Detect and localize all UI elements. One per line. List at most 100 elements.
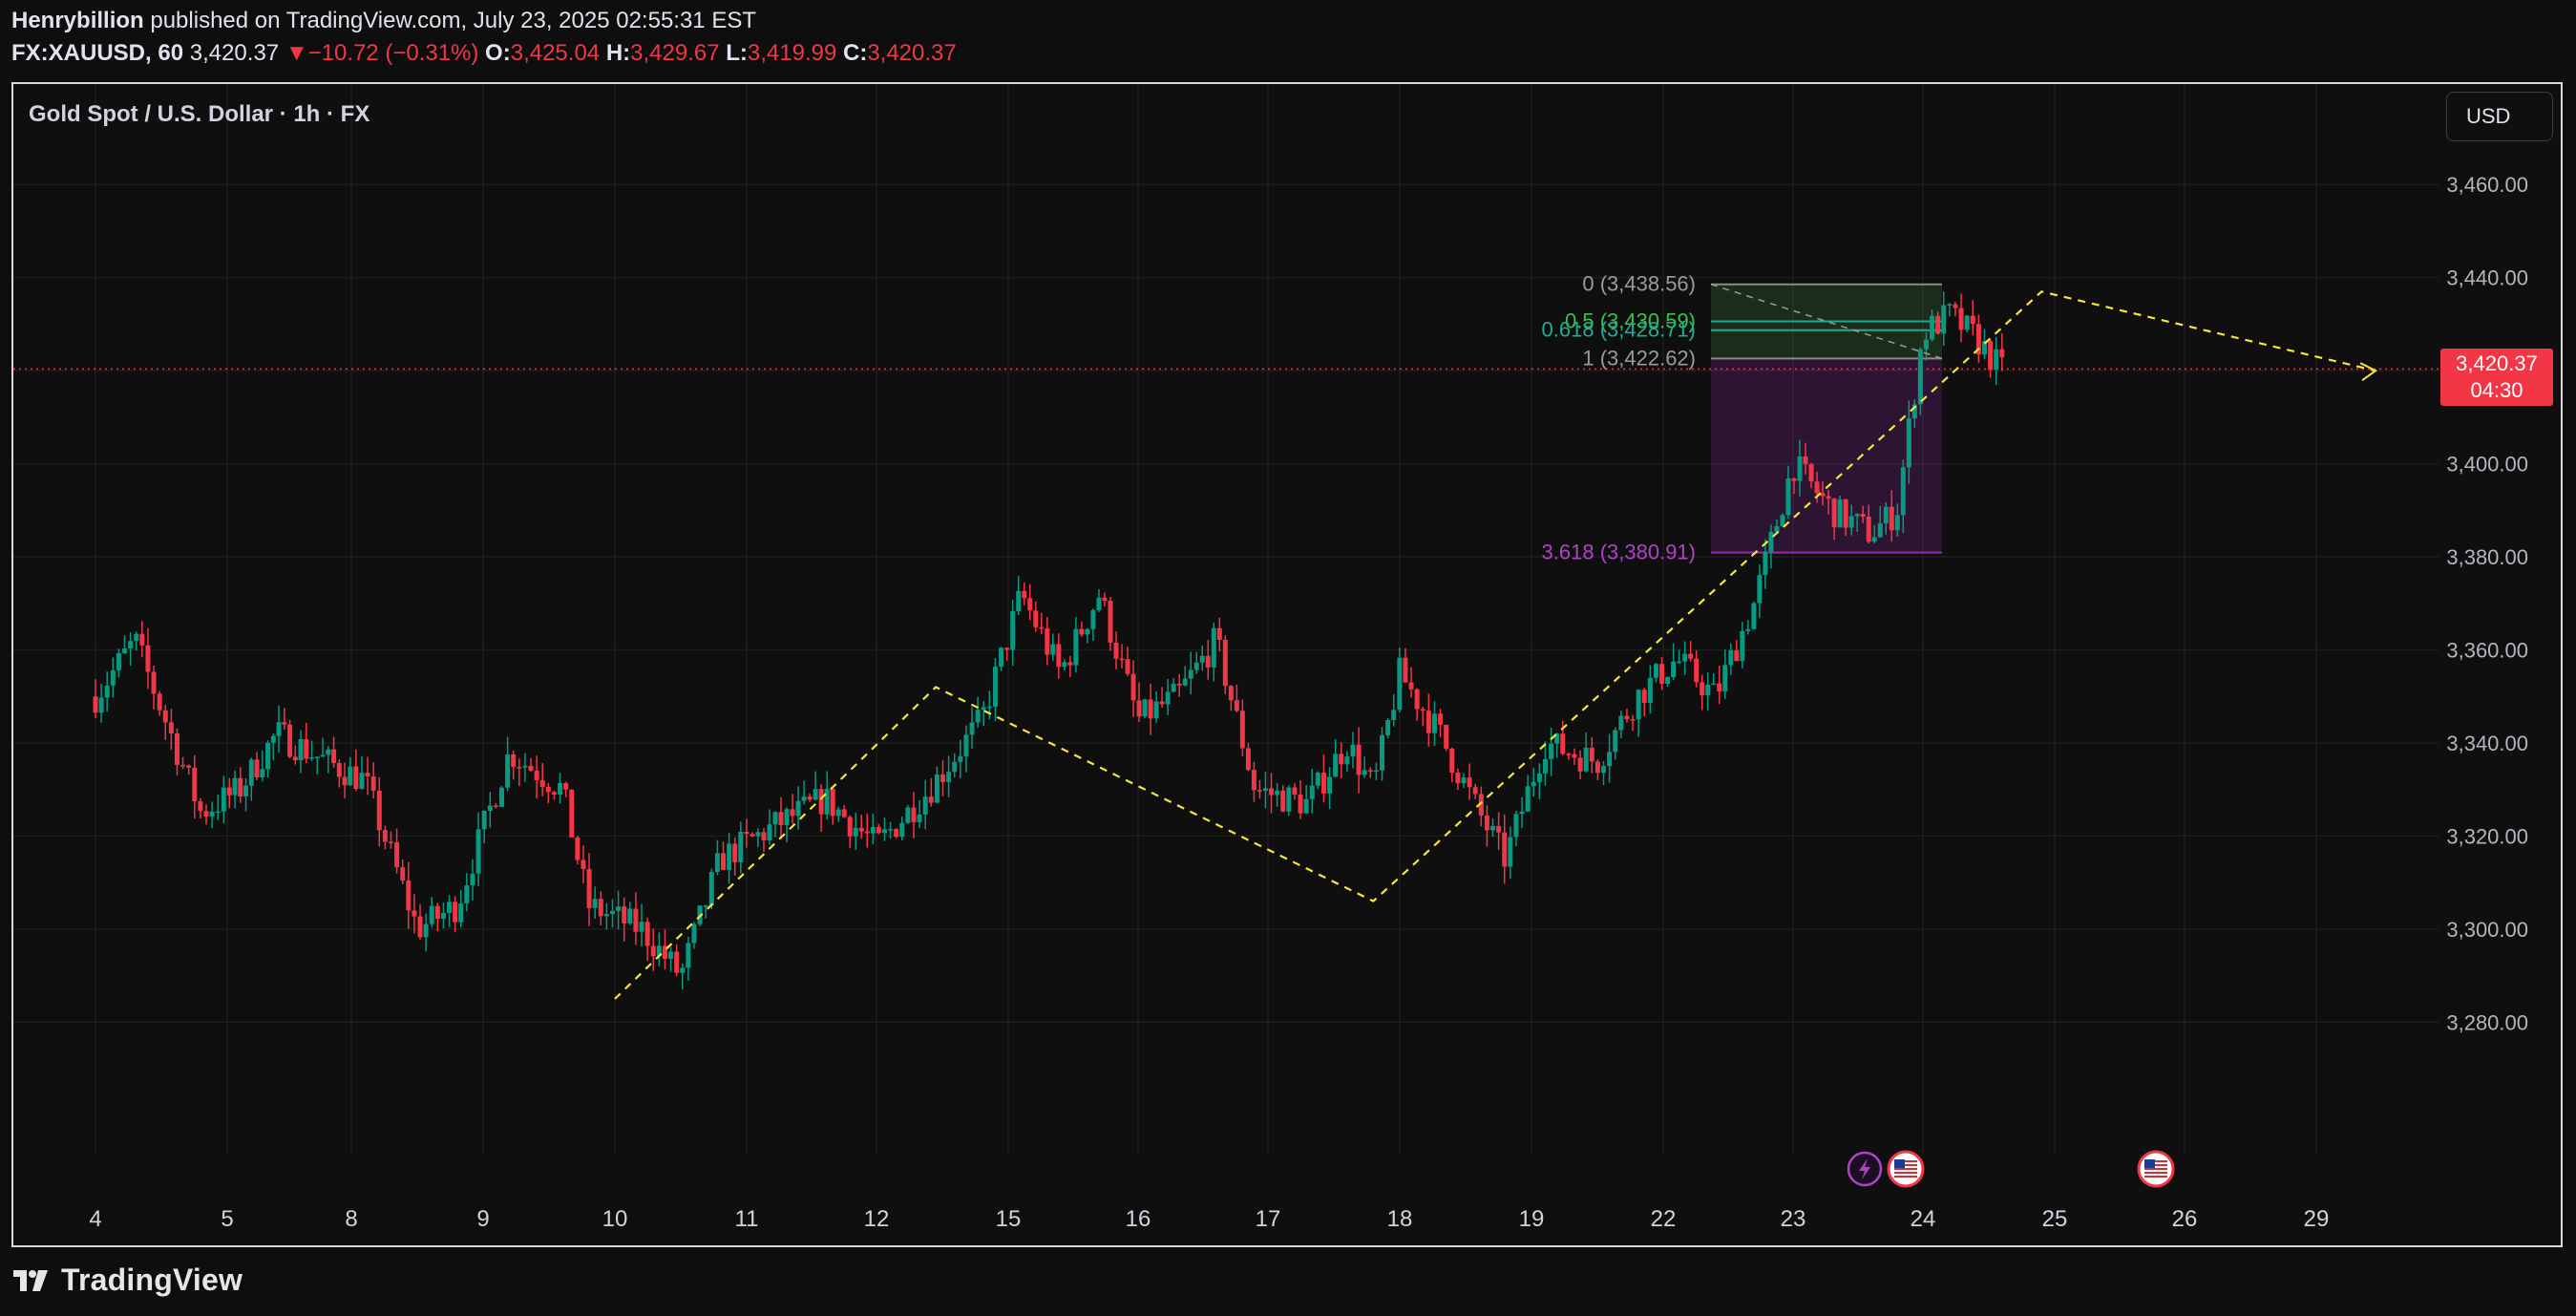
candle-body bbox=[1785, 478, 1791, 516]
candle-body bbox=[575, 837, 581, 860]
candle-body bbox=[999, 647, 1004, 668]
candle-body bbox=[539, 780, 545, 787]
candle-body bbox=[1171, 683, 1176, 692]
candle-body bbox=[1768, 531, 1774, 552]
price-chart[interactable]: 3,280.00 3,300.00 3,320.00 3,340.00 3,360.00… bbox=[13, 84, 2561, 1245]
x-axis-tick-label: 15 bbox=[996, 1206, 1022, 1232]
candle-body bbox=[1677, 661, 1682, 664]
candle-body bbox=[1472, 787, 1478, 795]
candle-body bbox=[876, 827, 881, 834]
candle-body bbox=[1722, 665, 1728, 692]
candle-body bbox=[359, 773, 365, 790]
close-label: C: bbox=[842, 40, 868, 66]
candle-body bbox=[1594, 761, 1600, 774]
candle-body bbox=[894, 829, 899, 838]
candle-body bbox=[940, 774, 946, 782]
candle-body bbox=[714, 853, 720, 873]
lightning-glyph bbox=[1859, 1158, 1870, 1179]
candle-body bbox=[1814, 481, 1820, 494]
candle-body bbox=[708, 872, 714, 906]
currency-button[interactable]: USD bbox=[2446, 92, 2553, 141]
y-axis-tick-label: 3,400.00 bbox=[2446, 453, 2528, 477]
candle-body bbox=[98, 697, 104, 713]
candle-body bbox=[1549, 743, 1554, 759]
candle-body bbox=[563, 783, 569, 790]
candle-body bbox=[853, 827, 858, 837]
fib-trend-line bbox=[1710, 283, 1943, 360]
candle-body bbox=[778, 812, 784, 826]
candle-body bbox=[1033, 610, 1039, 627]
low-value: 3,419.99 bbox=[747, 40, 837, 66]
candle-body bbox=[1016, 590, 1022, 612]
candle-body bbox=[1444, 724, 1449, 749]
candle-body bbox=[870, 827, 876, 834]
candle-body bbox=[1356, 744, 1362, 775]
candle-body bbox=[1688, 653, 1694, 659]
zigzag-projection-line bbox=[614, 290, 2376, 1000]
candle-body bbox=[761, 832, 767, 840]
candle-body bbox=[986, 706, 992, 709]
candle-body bbox=[1601, 766, 1607, 774]
candle-body bbox=[928, 796, 934, 803]
candle-body bbox=[1096, 597, 1102, 610]
candle-body bbox=[639, 922, 644, 932]
candle-body bbox=[186, 765, 192, 768]
candle-body bbox=[93, 696, 98, 713]
candle-body bbox=[1188, 669, 1193, 679]
candle-body bbox=[616, 906, 622, 911]
candle-body bbox=[209, 811, 215, 817]
tradingview-logo[interactable]: TradingView bbox=[11, 1263, 243, 1298]
candle-body bbox=[1981, 341, 1987, 355]
candle-body bbox=[453, 902, 458, 923]
candle-body bbox=[1694, 658, 1700, 683]
candle-body bbox=[1607, 752, 1613, 767]
candle-body bbox=[1970, 315, 1975, 325]
candle-body bbox=[1894, 515, 1900, 531]
candle-body bbox=[592, 899, 598, 908]
candle-body bbox=[1085, 628, 1090, 635]
flag-stripe bbox=[2144, 1160, 2167, 1162]
candle-body bbox=[1624, 715, 1630, 719]
x-axis-tick-label: 5 bbox=[221, 1206, 233, 1232]
candle-body bbox=[110, 669, 116, 686]
candle-body bbox=[1079, 628, 1085, 635]
author-name[interactable]: Henrybillion bbox=[11, 8, 144, 33]
candle-body bbox=[232, 777, 238, 796]
candle-body bbox=[899, 822, 905, 838]
flag-stripe bbox=[2144, 1164, 2167, 1166]
candle-body bbox=[1820, 493, 1826, 497]
candle-body bbox=[1056, 644, 1062, 668]
candle-body bbox=[1193, 662, 1199, 670]
chart-frame[interactable]: 3,280.00 3,300.00 3,320.00 3,340.00 3,360.00… bbox=[11, 82, 2563, 1247]
candle-body bbox=[1502, 832, 1508, 867]
candle-body bbox=[569, 789, 575, 838]
candle-body bbox=[423, 923, 429, 938]
candle-body bbox=[151, 671, 157, 694]
candle-body bbox=[598, 899, 603, 917]
candle-body bbox=[1309, 785, 1315, 799]
candle-body bbox=[1438, 713, 1444, 725]
candle-body bbox=[1843, 499, 1848, 528]
candle-body bbox=[376, 790, 382, 831]
candle-body bbox=[691, 923, 697, 944]
candle-body bbox=[314, 756, 320, 758]
candle-body bbox=[116, 652, 121, 670]
candle-body bbox=[382, 830, 388, 842]
candle-body bbox=[447, 902, 453, 913]
x-axis-tick-label: 29 bbox=[2304, 1206, 2330, 1232]
candle-body bbox=[180, 764, 186, 767]
candle-body bbox=[680, 967, 686, 973]
candle-body bbox=[174, 732, 179, 765]
flag-stripe bbox=[1894, 1172, 1917, 1174]
candle-body bbox=[162, 710, 168, 723]
candle-body bbox=[1275, 790, 1280, 796]
candle-body bbox=[1256, 790, 1262, 792]
candle-body bbox=[260, 769, 265, 778]
candle-body bbox=[406, 880, 412, 911]
fib-level-label: 1 (3,422.62) bbox=[1582, 346, 1696, 370]
candle-body bbox=[1062, 662, 1067, 668]
candle-body bbox=[952, 761, 958, 773]
candle-body bbox=[122, 648, 128, 653]
y-axis-tick-label: 3,300.00 bbox=[2446, 918, 2528, 942]
candle-body bbox=[1671, 661, 1677, 677]
